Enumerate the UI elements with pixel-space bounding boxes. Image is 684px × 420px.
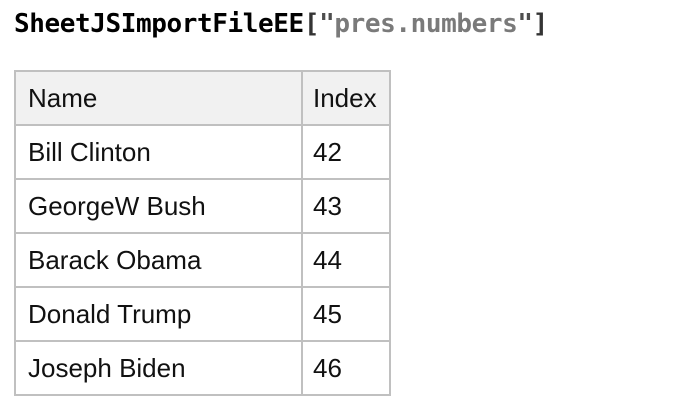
cell-president-name: Bill Clinton — [14, 124, 303, 180]
table-header-row: Name Index — [14, 70, 391, 126]
title-close-quote: " — [517, 9, 533, 39]
title-open-bracket: [ — [303, 9, 320, 39]
title-sheet-name: SheetJSImportFileEE — [14, 9, 304, 39]
title-close-bracket: ] — [532, 9, 549, 39]
cell-president-index: 45 — [301, 286, 391, 342]
title-file-name: pres.numbers — [334, 9, 518, 39]
presidents-table: Name Index Bill Clinton 42 GeorgeW Bush … — [14, 70, 391, 396]
table-row: GeorgeW Bush 43 — [14, 178, 391, 234]
column-header-name: Name — [14, 70, 303, 126]
page-title: SheetJSImportFileEE["pres.numbers"] — [14, 8, 548, 40]
cell-president-name: GeorgeW Bush — [14, 178, 303, 234]
cell-president-name: Barack Obama — [14, 232, 303, 288]
cell-president-index: 42 — [301, 124, 391, 180]
cell-president-index: 44 — [301, 232, 391, 288]
table-row: Donald Trump 45 — [14, 286, 391, 342]
table-row: Joseph Biden 46 — [14, 340, 391, 396]
table-row: Bill Clinton 42 — [14, 124, 391, 180]
cell-president-index: 43 — [301, 178, 391, 234]
table-row: Barack Obama 44 — [14, 232, 391, 288]
title-open-quote: " — [319, 9, 335, 39]
column-header-index: Index — [301, 70, 391, 126]
cell-president-name: Joseph Biden — [14, 340, 303, 396]
cell-president-name: Donald Trump — [14, 286, 303, 342]
cell-president-index: 46 — [301, 340, 391, 396]
